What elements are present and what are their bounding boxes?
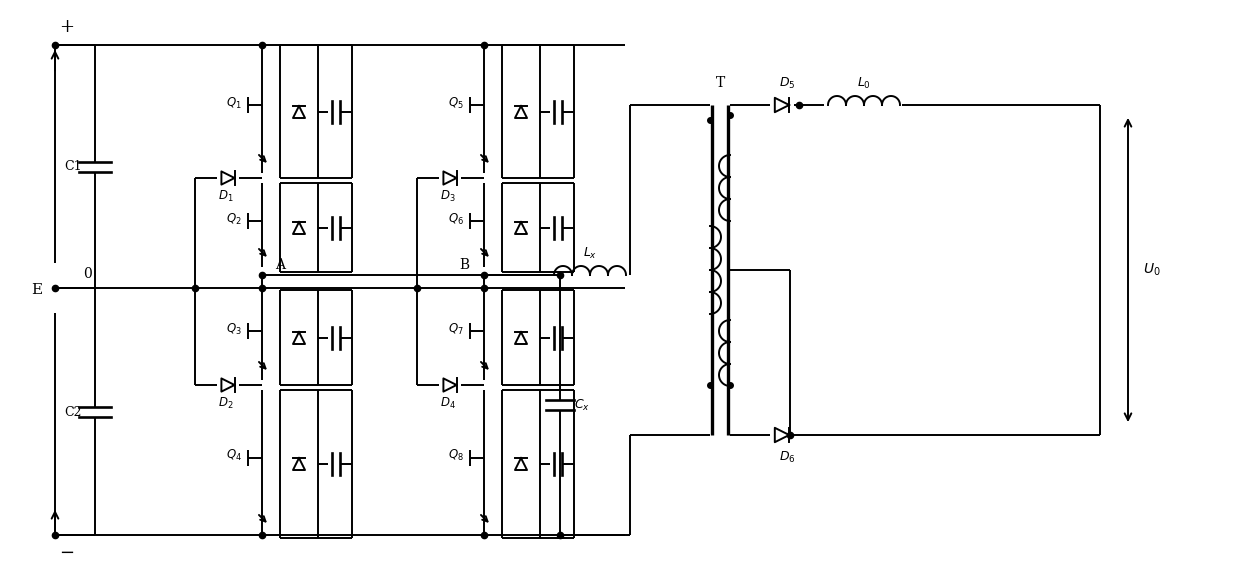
Text: $C_x$: $C_x$ bbox=[574, 397, 590, 412]
Text: $Q_6$: $Q_6$ bbox=[449, 212, 463, 227]
Text: $D_3$: $D_3$ bbox=[440, 188, 456, 204]
Text: $D_6$: $D_6$ bbox=[778, 450, 795, 465]
Text: $L_x$: $L_x$ bbox=[582, 245, 597, 260]
Text: A: A bbox=[275, 258, 285, 272]
Text: $L_0$: $L_0$ bbox=[857, 75, 871, 90]
Text: $D_2$: $D_2$ bbox=[218, 396, 234, 411]
Text: 0: 0 bbox=[83, 267, 92, 281]
Text: $D_4$: $D_4$ bbox=[440, 396, 456, 411]
Text: $Q_8$: $Q_8$ bbox=[449, 448, 463, 463]
Text: +: + bbox=[59, 18, 74, 36]
Text: $Q_3$: $Q_3$ bbox=[225, 321, 242, 336]
Text: $Q_7$: $Q_7$ bbox=[449, 321, 463, 336]
Text: C2: C2 bbox=[64, 405, 82, 419]
Text: $Q_4$: $Q_4$ bbox=[225, 448, 242, 463]
Text: B: B bbox=[458, 258, 470, 272]
Text: T: T bbox=[715, 76, 725, 90]
Text: $D_1$: $D_1$ bbox=[218, 188, 234, 204]
Text: −: − bbox=[59, 544, 74, 562]
Text: $Q_1$: $Q_1$ bbox=[227, 96, 242, 111]
Text: E: E bbox=[31, 283, 42, 297]
Text: $Q_5$: $Q_5$ bbox=[449, 96, 463, 111]
Text: $Q_2$: $Q_2$ bbox=[227, 212, 242, 227]
Text: $D_5$: $D_5$ bbox=[779, 75, 795, 90]
Text: C1: C1 bbox=[64, 161, 82, 173]
Text: $U_0$: $U_0$ bbox=[1144, 262, 1161, 278]
